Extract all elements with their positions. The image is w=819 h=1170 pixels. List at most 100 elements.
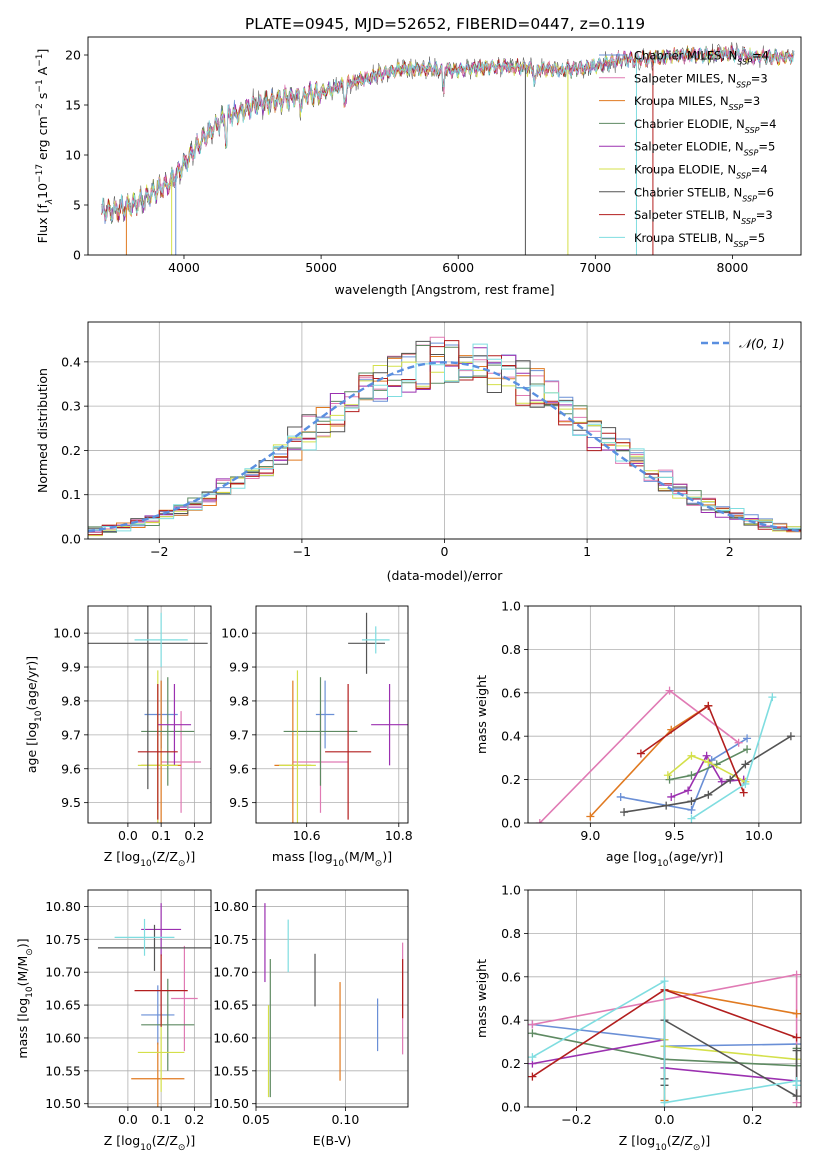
mass-vs-Z-panel: 0.0 0.1 0.2 10.50 10.55 10.60 10.65 10.70 10.75 1… xyxy=(15,889,212,1153)
weight-marker xyxy=(726,775,735,784)
weight-marker xyxy=(660,977,669,986)
weight-marker xyxy=(687,751,696,760)
weight-marker xyxy=(586,812,595,821)
weight-line xyxy=(669,748,748,781)
x-tick-label: 0.10 xyxy=(331,1112,359,1127)
y-tick-label: 0.0 xyxy=(61,532,81,547)
weight-marker xyxy=(620,808,629,817)
weight-marker xyxy=(687,814,696,823)
y-tick-label: 9.9 xyxy=(229,660,249,675)
y-tick-label: 0.4 xyxy=(61,354,81,369)
age-vs-mass-panel: 10.6 10.8 9.5 9.6 9.7 9.8 9.9 10.0 mass [log10(M… xyxy=(221,605,413,869)
y-axis-label: Flux [fλ10−17 erg cm−2 s−1 A−1] xyxy=(35,49,55,244)
y-tick-label: 9.7 xyxy=(61,727,81,742)
weight-marker xyxy=(741,760,750,769)
legend-label: Salpeter MILES, NSSP=3 xyxy=(634,71,768,89)
histogram-step xyxy=(88,340,801,536)
y-axis-label: mass [log10(M/M⊙)] xyxy=(15,938,35,1058)
legend-label: 𝒩(0, 1) xyxy=(739,336,785,351)
legend-label: Kroupa STELIB, NSSP=5 xyxy=(634,231,765,249)
y-tick-label: 10.70 xyxy=(45,965,81,980)
weight-marker xyxy=(734,738,743,747)
y-tick-label: 9.5 xyxy=(229,795,249,810)
x-tick-label: 0.1 xyxy=(151,1112,171,1127)
weight-marker xyxy=(702,751,711,760)
normal-curve xyxy=(88,361,801,533)
y-tick-label: 10.70 xyxy=(213,965,249,980)
y-tick-label: 10.80 xyxy=(45,899,81,914)
weight-marker xyxy=(792,1009,801,1018)
x-tick-label: 10.0 xyxy=(745,828,773,843)
weight-lines xyxy=(535,686,795,823)
x-tick-label: 0.0 xyxy=(118,828,138,843)
axes-frame xyxy=(87,889,212,1108)
spectrum-legend: Chabrier MILES, NSSP=4 Salpeter MILES, NS… xyxy=(599,49,776,249)
weight-marker xyxy=(743,734,752,743)
y-tick-label: 0.2 xyxy=(501,1056,521,1071)
y-tick-label: 0.0 xyxy=(501,1100,521,1115)
weight-marker xyxy=(792,1046,801,1055)
histogram-group xyxy=(88,336,801,537)
weight-marker xyxy=(717,777,726,786)
mass-vs-ebv-panel: 0.05 0.10 10.50 10.55 10.60 10.65 10.70 10.75 10… xyxy=(213,889,409,1148)
y-tick-label: 10.65 xyxy=(45,998,81,1013)
y-tick-label: 0.8 xyxy=(501,926,521,941)
errorbar-group xyxy=(264,903,404,1098)
y-tick-label: 10.0 xyxy=(221,626,249,641)
y-tick-label: 9.8 xyxy=(61,693,81,708)
weight-marker xyxy=(741,779,750,788)
y-tick-label: 0.1 xyxy=(61,487,81,502)
y-tick-label: 5 xyxy=(73,198,81,213)
weight-lines xyxy=(528,970,801,1107)
weight-vs-Z-panel: −0.2 0.0 0.2 0.0 0.2 0.4 0.6 0.8 1.0 Z [log10(Z/Z… xyxy=(474,883,802,1153)
y-tick-label: 1.0 xyxy=(501,883,521,898)
x-tick-label: 8000 xyxy=(717,260,749,275)
x-tick-label: 5000 xyxy=(305,260,337,275)
weight-marker xyxy=(768,693,777,702)
weight-marker xyxy=(687,771,696,780)
y-tick-label: 10.55 xyxy=(213,1063,249,1078)
x-tick-label: 0.1 xyxy=(151,828,171,843)
weight-marker xyxy=(663,771,672,780)
x-tick-label: −0.2 xyxy=(561,1112,591,1127)
weight-marker xyxy=(704,758,713,767)
weight-marker xyxy=(660,1098,669,1107)
x-axis-label: E(B-V) xyxy=(313,1133,352,1148)
y-tick-label: 10.80 xyxy=(213,899,249,914)
y-tick-label: 0.2 xyxy=(61,443,81,458)
x-tick-label: 0.05 xyxy=(242,1112,270,1127)
weight-marker xyxy=(704,701,713,710)
x-tick-label: 0.2 xyxy=(184,828,204,843)
weight-marker xyxy=(786,732,795,741)
y-tick-label: 10.50 xyxy=(213,1096,249,1111)
weight-marker xyxy=(792,1081,801,1090)
y-tick-label: 0.4 xyxy=(501,729,521,744)
weight-marker xyxy=(528,1020,537,1029)
y-tick-label: 0.4 xyxy=(501,1013,521,1028)
errorbar-group xyxy=(88,606,208,823)
y-tick-label: 20 xyxy=(65,48,81,63)
y-tick-label: 0.6 xyxy=(501,969,521,984)
y-tick-label: 9.9 xyxy=(61,660,81,675)
axes-frame xyxy=(527,605,802,824)
spectrum-panel: 4000 5000 6000 7000 8000 0 5 10 15 20 wavelength [… xyxy=(35,36,802,297)
y-tick-label: 10.55 xyxy=(45,1063,81,1078)
y-tick-label: 10.65 xyxy=(213,998,249,1013)
x-tick-label: 7000 xyxy=(579,260,611,275)
axes-frame xyxy=(87,36,802,256)
x-axis-label: (data-model)/error xyxy=(387,568,504,583)
x-tick-label: −1 xyxy=(293,544,311,559)
weight-marker xyxy=(739,788,748,797)
weight-line xyxy=(667,754,746,783)
y-tick-label: 10.60 xyxy=(45,1030,81,1045)
weight-marker xyxy=(662,801,671,810)
x-axis-label: mass [log10(M/M⊙)] xyxy=(272,849,392,869)
y-tick-label: 9.7 xyxy=(229,727,249,742)
weight-marker xyxy=(704,790,713,799)
x-tick-label: 0.0 xyxy=(118,1112,138,1127)
legend-label: Kroupa MILES, NSSP=3 xyxy=(634,94,760,112)
axes-frame xyxy=(255,605,409,824)
y-tick-label: 9.6 xyxy=(61,761,81,776)
weight-marker xyxy=(667,792,676,801)
